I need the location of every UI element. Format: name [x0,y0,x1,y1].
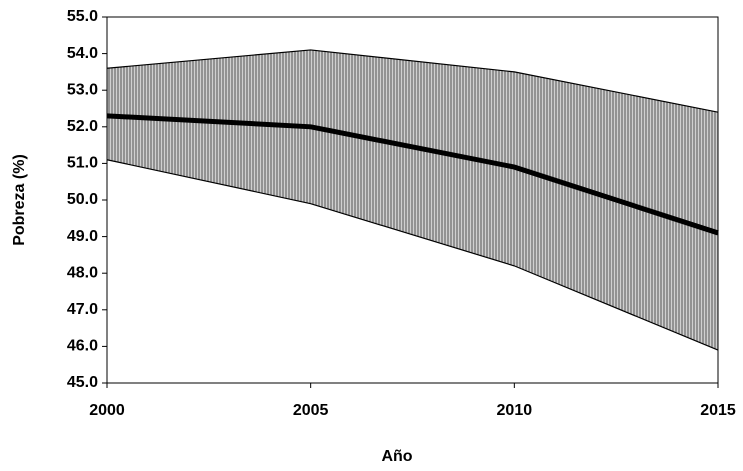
x-tick-label: 2010 [497,402,533,419]
y-tick-label: 55.0 [67,8,98,25]
y-tick-label: 50.0 [67,191,98,208]
band [107,49,718,351]
y-tick-label: 51.0 [67,155,98,172]
x-tick-label: 2000 [89,402,125,419]
x-axis-label: Año [381,448,412,465]
y-tick-label: 47.0 [67,301,98,318]
y-tick-label: 52.0 [67,118,98,135]
y-tick-label: 46.0 [67,338,98,355]
x-tick-label: 2015 [700,402,736,419]
y-tick-label: 49.0 [67,228,98,245]
y-axis-label: Pobreza (%) [11,154,28,246]
line [106,113,719,236]
band-lower [106,159,719,351]
y-tick-label: 45.0 [67,374,98,391]
y-tick-label: 53.0 [67,81,98,98]
x-tick-label: 2005 [293,402,329,419]
y-tick-label: 54.0 [67,45,98,62]
y-tick-label: 48.0 [67,264,98,281]
band-upper [106,49,719,113]
